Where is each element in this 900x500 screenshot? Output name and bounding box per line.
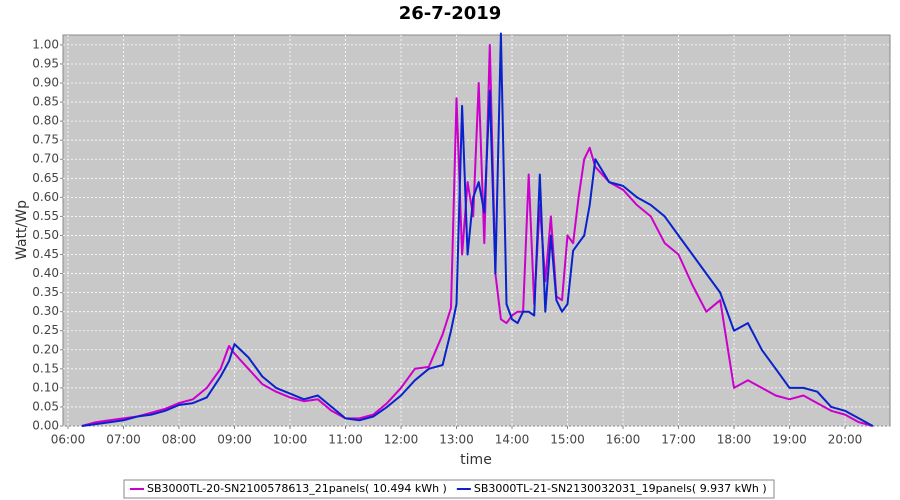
y-tick-label: 0.50: [32, 228, 59, 242]
y-tick-label: 0.95: [32, 56, 59, 70]
chart-title: 26-7-2019: [399, 3, 502, 24]
x-tick-label: 06:00: [51, 433, 86, 447]
y-tick-label: 0.65: [32, 171, 59, 185]
y-tick-label: 0.40: [32, 266, 59, 280]
x-tick-label: 13:00: [439, 433, 474, 447]
x-tick-label: 12:00: [384, 433, 419, 447]
x-tick-label: 20:00: [828, 433, 863, 447]
y-tick-label: 0.35: [32, 285, 59, 299]
x-tick-label: 17:00: [661, 433, 696, 447]
plot-area: [62, 34, 891, 427]
x-tick-label: 15:00: [550, 433, 585, 447]
x-axis-label: time: [460, 452, 492, 468]
y-tick-label: 0.00: [32, 419, 59, 433]
y-tick-label: 0.70: [32, 152, 59, 166]
series-line: [81, 32, 874, 427]
x-tick-label: 19:00: [772, 433, 807, 447]
x-tick-label: 14:00: [495, 433, 530, 447]
y-tick-label: 0.90: [32, 76, 59, 90]
legend-label: SB3000TL-20-SN2100578613_21panels( 10.49…: [147, 482, 447, 495]
y-tick-label: 0.30: [32, 304, 59, 318]
x-tick-label: 16:00: [606, 433, 641, 447]
y-tick-label: 0.45: [32, 247, 59, 261]
y-tick-label: 0.25: [32, 323, 59, 337]
x-tick-label: 11:00: [328, 433, 363, 447]
x-tick-label: 10:00: [273, 433, 308, 447]
y-tick-label: 0.20: [32, 342, 59, 356]
legend-label: SB3000TL-21-SN2130032031_19panels( 9.937…: [474, 482, 767, 495]
legend: [123, 479, 775, 499]
y-tick-label: 0.80: [32, 114, 59, 128]
y-tick-label: 0.05: [32, 399, 59, 413]
y-tick-label: 0.10: [32, 380, 59, 394]
series-line: [81, 43, 874, 427]
y-tick-label: 0.75: [32, 133, 59, 147]
y-tick-label: 0.15: [32, 361, 59, 375]
x-tick-label: 18:00: [717, 433, 752, 447]
y-tick-label: 0.60: [32, 190, 59, 204]
y-tick-label: 0.85: [32, 95, 59, 109]
y-tick-label: 1.00: [32, 37, 59, 51]
x-tick-label: 08:00: [162, 433, 197, 447]
x-tick-label: 07:00: [106, 433, 141, 447]
x-tick-label: 09:00: [217, 433, 252, 447]
y-axis-label: Watt/Wp: [14, 200, 30, 260]
y-tick-label: 0.55: [32, 209, 59, 223]
